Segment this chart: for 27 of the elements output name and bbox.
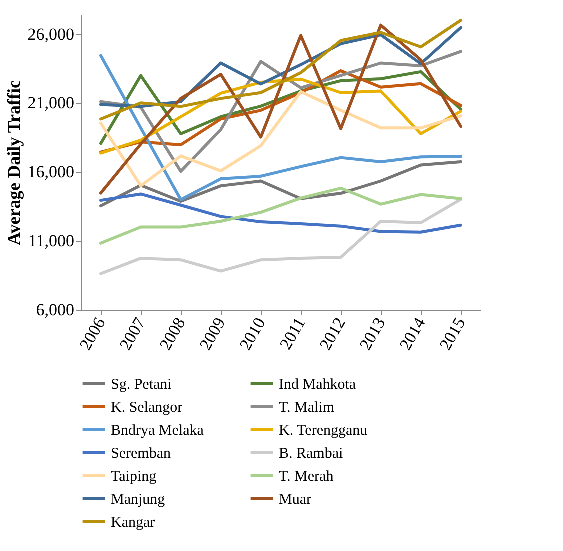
legend-label: Taiping [111, 469, 158, 485]
legend-label: K. Selangor [111, 400, 183, 416]
legend-label: Sg. Petani [111, 377, 172, 393]
legend-label: K. Terengganu [279, 423, 368, 439]
legend-label: Kangar [111, 515, 156, 531]
line-series [100, 19, 462, 121]
legend-label: Manjung [111, 492, 166, 508]
legend-label: T. Merah [279, 469, 334, 485]
y-tick-label: 16,000 [28, 162, 74, 182]
line-series [100, 90, 462, 188]
legend-label: Muar [279, 492, 312, 508]
line-series [100, 192, 462, 234]
line-series [100, 186, 462, 245]
y-tick-label: 11,000 [28, 232, 74, 251]
line-series [100, 54, 462, 202]
line-series [100, 24, 462, 195]
legend-label: Seremban [111, 446, 172, 462]
y-tick-label: 26,000 [28, 24, 74, 44]
y-tick-label: 6,000 [36, 300, 74, 320]
legend-label: Ind Mahkota [279, 377, 356, 393]
line-series [100, 160, 462, 208]
y-axis-title: Average Daily Traffic [4, 80, 24, 246]
legend-label: T. Malim [279, 400, 335, 416]
y-tick-label: 21,000 [28, 94, 74, 113]
legend-label: B. Rambai [279, 446, 344, 462]
line-series [100, 198, 462, 276]
legend-label: Bndrya Melaka [111, 423, 204, 439]
